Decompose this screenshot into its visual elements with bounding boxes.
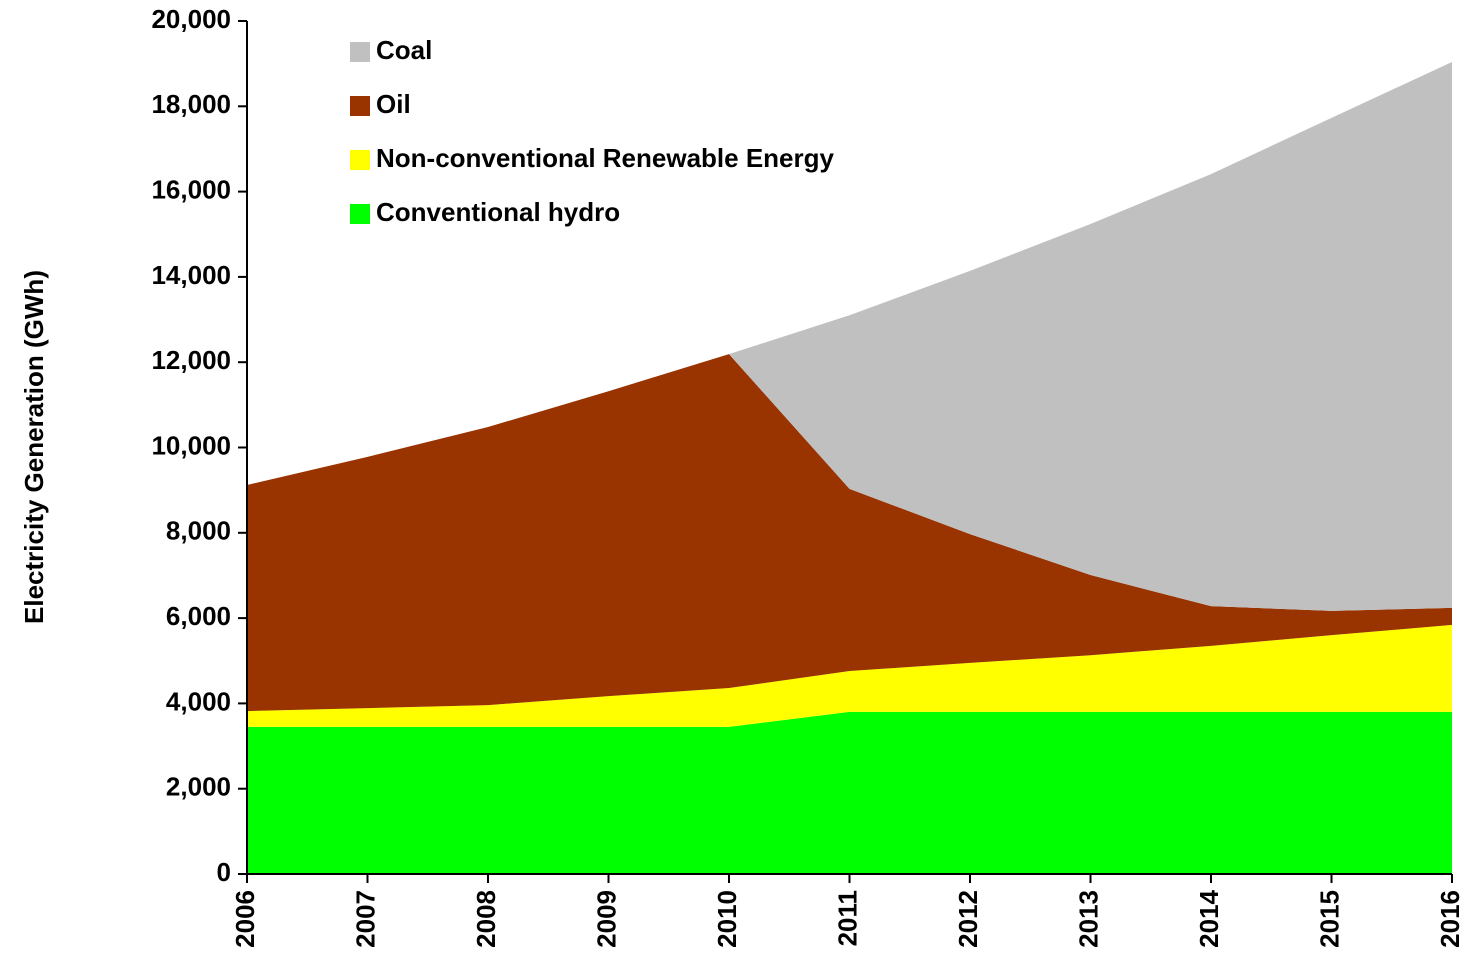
x-tick-label: 2006 — [230, 890, 260, 948]
x-tick-label: 2009 — [591, 890, 621, 948]
x-tick-label: 2010 — [712, 890, 742, 948]
y-tick-label: 4,000 — [166, 686, 231, 716]
y-tick-label: 18,000 — [151, 89, 231, 119]
y-tick-label: 0 — [217, 857, 231, 887]
legend-label: Coal — [376, 35, 432, 65]
y-tick-label: 10,000 — [151, 430, 231, 460]
legend-label: Conventional hydro — [376, 197, 620, 227]
y-tick-label: 20,000 — [151, 4, 231, 34]
y-tick-label: 2,000 — [166, 772, 231, 802]
legend-swatch — [350, 96, 370, 116]
y-axis-label: Electricity Generation (GWh) — [19, 270, 49, 624]
x-tick-label: 2007 — [350, 890, 380, 948]
x-tick-label: 2008 — [471, 890, 501, 948]
legend-swatch — [350, 42, 370, 62]
y-tick-label: 8,000 — [166, 516, 231, 546]
legend-label: Oil — [376, 89, 411, 119]
area — [247, 61, 1452, 611]
area — [247, 354, 1452, 712]
legend-label: Non-conventional Renewable Energy — [376, 143, 835, 173]
x-tick-label: 2015 — [1314, 890, 1344, 948]
y-tick-label: 16,000 — [151, 174, 231, 204]
x-tick-label: 2013 — [1073, 890, 1103, 948]
x-tick-label: 2014 — [1194, 889, 1224, 947]
legend-swatch — [350, 204, 370, 224]
y-tick-label: 14,000 — [151, 260, 231, 290]
y-tick-label: 6,000 — [166, 601, 231, 631]
x-tick-label: 2011 — [832, 890, 862, 946]
area — [247, 711, 1452, 874]
area — [247, 624, 1452, 727]
y-tick-label: 12,000 — [151, 345, 231, 375]
x-tick-label: 2016 — [1435, 890, 1465, 948]
legend-swatch — [350, 150, 370, 170]
x-tick-label: 2012 — [953, 890, 983, 948]
